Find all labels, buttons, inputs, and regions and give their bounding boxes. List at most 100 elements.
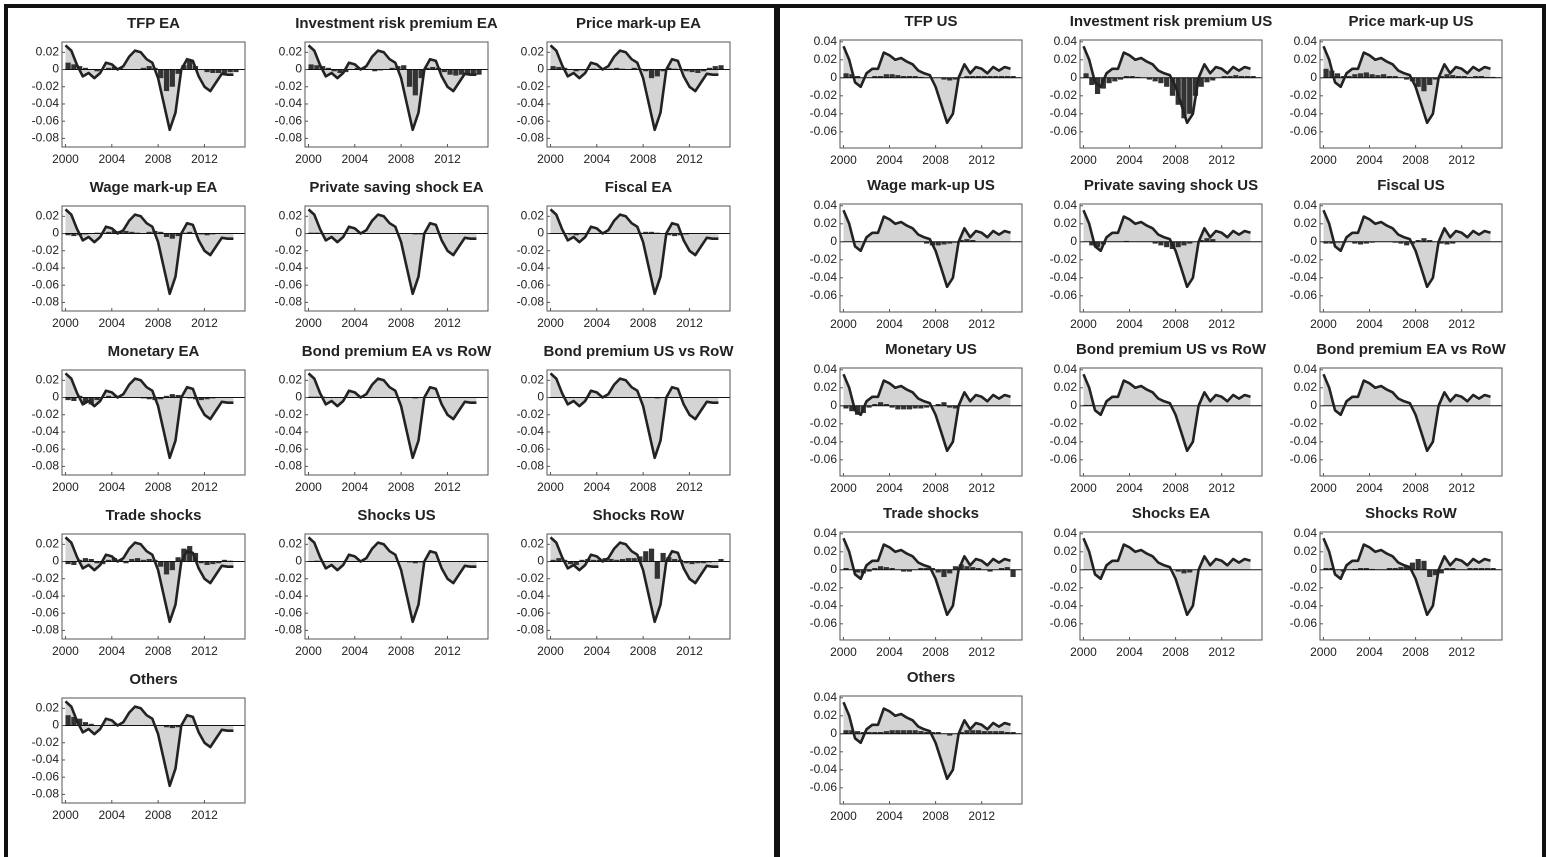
- y-tick-label: -0.06: [517, 441, 545, 455]
- bar: [1164, 77, 1170, 87]
- bar: [672, 558, 678, 562]
- x-tick-label: 2012: [968, 809, 995, 823]
- y-tick-label: 0.04: [814, 362, 838, 376]
- bar: [1415, 559, 1421, 570]
- y-tick-label: 0.04: [1294, 198, 1318, 212]
- y-tick-label: -0.06: [1290, 124, 1318, 138]
- bar: [981, 76, 987, 78]
- y-tick-label: 0: [537, 62, 544, 76]
- line-area: [550, 373, 719, 458]
- bar: [987, 569, 993, 572]
- bar: [1415, 77, 1421, 87]
- bar: [1386, 568, 1392, 570]
- y-tick-label: -0.02: [1290, 252, 1318, 266]
- bar: [706, 67, 713, 70]
- bar: [1392, 76, 1398, 78]
- x-tick-label: 2000: [1310, 481, 1337, 495]
- line: [549, 44, 719, 132]
- panel-title: Others: [907, 669, 955, 686]
- x-tick-label: 2000: [537, 644, 564, 658]
- bar: [441, 69, 447, 73]
- line: [1322, 537, 1491, 617]
- panel-title: Fiscal EA: [605, 179, 673, 196]
- y-tick-label: -0.06: [275, 277, 303, 291]
- x-tick-label: 2004: [876, 645, 903, 659]
- y-tick-label: -0.04: [810, 762, 838, 776]
- x-tick-label: 2000: [537, 316, 564, 330]
- bar: [924, 241, 930, 244]
- y-tick-label: 0.04: [1054, 526, 1078, 540]
- bar: [1438, 76, 1444, 78]
- x-tick-label: 2000: [52, 316, 79, 330]
- line: [549, 372, 719, 460]
- x-tick-label: 2012: [1208, 317, 1235, 331]
- panel-title: Others: [129, 671, 177, 688]
- x-tick-label: 2000: [52, 808, 79, 822]
- bar: [631, 558, 637, 562]
- x-tick-label: 2000: [295, 480, 322, 494]
- bar: [550, 559, 556, 562]
- bar: [1089, 77, 1095, 85]
- y-tick-label: 0.02: [36, 372, 60, 386]
- x-tick-label: 2004: [341, 644, 368, 658]
- bar: [912, 405, 918, 409]
- panel-title: TFP US: [904, 13, 957, 30]
- y-tick-label: -0.04: [810, 106, 838, 120]
- panel-title: Shocks RoW: [593, 507, 686, 524]
- y-tick-label: 0.02: [279, 208, 303, 222]
- y-tick-label: -0.04: [1290, 106, 1318, 120]
- bar: [406, 69, 413, 87]
- bar: [1244, 76, 1250, 78]
- bar: [872, 76, 878, 78]
- x-tick-label: 2000: [1070, 317, 1097, 331]
- bar: [175, 394, 181, 398]
- bar: [1490, 568, 1496, 570]
- line-area: [550, 537, 719, 622]
- bar: [459, 69, 465, 75]
- line: [1082, 45, 1251, 125]
- bar: [895, 75, 901, 78]
- bar: [958, 240, 964, 242]
- plot-frame: [304, 533, 489, 640]
- bar: [216, 69, 222, 73]
- x-tick-label: 2004: [98, 808, 125, 822]
- bar: [1004, 732, 1010, 734]
- bar: [987, 76, 993, 78]
- line-area: [1083, 210, 1251, 287]
- x-tick-label: 2008: [922, 153, 949, 167]
- panel-title: Bond premium EA vs RoW: [302, 343, 492, 360]
- x-tick-label: 2012: [434, 316, 461, 330]
- y-tick-label: -0.06: [275, 605, 303, 619]
- y-tick-label: 0.02: [1054, 380, 1078, 394]
- y-tick-label: -0.04: [810, 270, 838, 284]
- bar: [1004, 567, 1010, 570]
- bar: [660, 69, 666, 72]
- bar: [1484, 568, 1490, 570]
- bar: [1352, 241, 1358, 244]
- y-tick-label: -0.02: [275, 79, 303, 93]
- bar: [1444, 568, 1450, 570]
- y-tick-label: 0: [52, 226, 59, 240]
- y-tick-label: -0.02: [810, 416, 838, 430]
- panel-title: Private saving shock US: [1084, 177, 1258, 194]
- bar: [1438, 569, 1444, 574]
- bar: [65, 233, 71, 236]
- y-tick-label: 0: [295, 554, 302, 568]
- y-tick-label: 0.04: [814, 526, 838, 540]
- bar: [1198, 240, 1204, 242]
- y-tick-label: -0.08: [517, 295, 545, 309]
- bar: [689, 561, 695, 565]
- panel-title: Investment risk premium US: [1070, 13, 1273, 30]
- line: [549, 536, 719, 624]
- plot-frame: [1319, 39, 1503, 149]
- y-tick-label: -0.02: [275, 243, 303, 257]
- bar: [970, 76, 976, 78]
- bar: [854, 76, 861, 78]
- bar: [146, 558, 152, 562]
- bar: [935, 241, 941, 246]
- x-tick-label: 2008: [1402, 153, 1429, 167]
- bar: [573, 233, 579, 236]
- y-tick-label: 0: [1070, 70, 1077, 84]
- bar: [175, 69, 181, 74]
- bar: [878, 732, 884, 734]
